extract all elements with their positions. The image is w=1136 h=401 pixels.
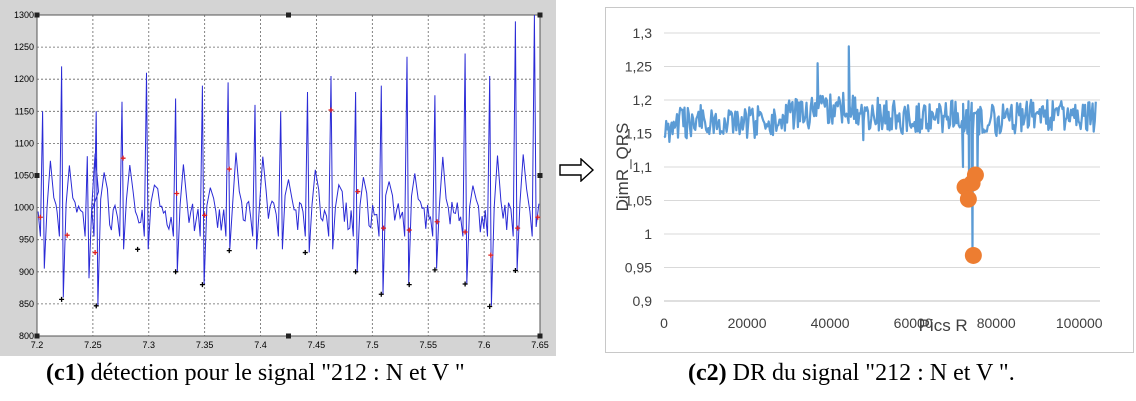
c2-x-tick-label: 40000 — [811, 315, 850, 331]
c1-y-tick-label: 1200 — [14, 74, 34, 84]
c2-y-tick-label: 1,25 — [625, 59, 652, 75]
c1-trough-marker — [487, 303, 493, 309]
c1-peak-marker — [488, 252, 494, 258]
c2-y-tick-label: 0,95 — [625, 260, 652, 276]
c1-peak-marker — [37, 214, 43, 220]
c2-y-tick-label: 1 — [644, 226, 652, 242]
c1-frame-handle — [34, 333, 40, 339]
c2-y-tick-label: 1,05 — [625, 193, 652, 209]
c1-peak-marker — [406, 227, 412, 233]
c1-frame-handle — [537, 12, 543, 18]
c1-y-tick-label: 1250 — [14, 42, 34, 52]
c1-y-tick-label: 850 — [19, 299, 34, 309]
c1-peak-marker — [515, 225, 521, 231]
c2-x-tick-label: 0 — [660, 315, 668, 331]
c1-peak-marker — [381, 225, 387, 231]
c1-y-tick-label: 900 — [19, 267, 34, 277]
c1-trough-marker — [93, 303, 99, 309]
c2-x-tick-label: 100000 — [1056, 315, 1103, 331]
c1-x-tick-label: 7.5 — [366, 340, 379, 350]
c1-trough-marker — [512, 268, 518, 274]
c1-peak-marker — [64, 232, 70, 238]
c1-peak-marker — [355, 189, 361, 195]
c1-trough-marker — [406, 282, 412, 288]
c1-y-tick-label: 1300 — [14, 10, 34, 20]
c1-y-tick-label: 1100 — [15, 138, 34, 148]
c1-x-tick-label: 7.2 — [31, 340, 44, 350]
c1-y-tick-label: 800 — [19, 331, 34, 341]
c1-y-tick-label: 1000 — [14, 203, 34, 213]
c1-x-tick-label: 7.3 — [143, 340, 156, 350]
c1-x-tick-label: 7.6 — [478, 340, 491, 350]
c1-frame-handle — [34, 173, 40, 178]
c1-peak-marker — [535, 214, 541, 220]
c2-y-tick-label: 1,15 — [625, 126, 652, 142]
c1-trough-marker — [432, 267, 438, 273]
c1-trough-marker — [378, 291, 384, 297]
c1-y-tick-label: 950 — [19, 235, 34, 245]
c1-x-tick-label: 7.65 — [531, 340, 549, 350]
caption-c2-text: DR du signal "212 : N et V ". — [726, 360, 1015, 386]
c2-x-tick-label: 20000 — [728, 315, 767, 331]
c2-series-line — [663, 45, 1097, 256]
c1-trough-marker — [462, 281, 468, 287]
c2-y-tick-label: 1,2 — [633, 92, 653, 108]
c2-x-axis-title: Pics R — [919, 316, 968, 335]
c1-frame-handle — [537, 173, 543, 178]
chart-c2-panel: 0,9 0,95 1 1,05 1,1 1,15 1,2 1,25 1,3 0 20000 40000… — [605, 7, 1134, 353]
c2-y-tick-label: 0,9 — [633, 293, 653, 309]
c1-trough-marker — [59, 296, 65, 302]
c1-peak-marker — [120, 155, 126, 161]
c1-trough-marker — [199, 282, 205, 288]
c2-x-tick-label: 80000 — [977, 315, 1016, 331]
c1-frame-handle — [286, 12, 291, 18]
c1-trough-marker — [353, 269, 359, 275]
c1-x-tick-label: 7.4 — [254, 340, 267, 350]
c1-trough-marker — [302, 250, 308, 256]
right-arrow-icon — [559, 158, 595, 182]
chart-c1: 7.2 7.25 7.3 7.35 7.4 7.45 7.5 7.55 7.6 7.65 800 85… — [14, 10, 549, 350]
c1-x-tick-label: 7.35 — [196, 340, 214, 350]
c1-frame-handle — [34, 12, 40, 18]
c1-trough-marker — [226, 248, 232, 254]
c1-peak-marker — [92, 250, 98, 256]
c1-peak-marker — [226, 166, 232, 172]
c1-peak-marker — [434, 219, 440, 225]
c1-trough-marker — [173, 269, 179, 275]
c1-y-tick-label: 1050 — [14, 171, 34, 181]
c1-x-tick-label: 7.45 — [308, 340, 326, 350]
c2-y-axis-title: DimR_QRS — [613, 123, 632, 212]
chart-c2: 0,9 0,95 1 1,05 1,1 1,15 1,2 1,25 1,3 0 20000 40000… — [613, 25, 1103, 335]
c1-peak-marker — [202, 212, 208, 218]
caption-c1-label: (c1) — [46, 360, 85, 386]
c2-data-point — [959, 190, 977, 208]
c1-y-tick-label: 1150 — [15, 106, 34, 116]
c1-frame-handle — [286, 333, 291, 339]
c1-frame-handle — [537, 333, 543, 339]
chart-c1-panel: 7.2 7.25 7.3 7.35 7.4 7.45 7.5 7.55 7.6 7.65 800 85… — [0, 0, 556, 356]
c2-data-point — [966, 166, 984, 184]
caption-c1-text: détection pour le signal "212 : N et V " — [84, 360, 465, 386]
c1-peak-marker — [328, 107, 334, 113]
c1-trough-marker — [135, 246, 141, 252]
c1-signal-line — [37, 14, 540, 306]
caption-c1: (c1) détection pour le signal "212 : N e… — [46, 360, 465, 387]
c2-x-tick-label: 60000 — [894, 315, 933, 331]
c1-x-tick-label: 7.55 — [419, 340, 437, 350]
c1-x-tick-label: 7.25 — [84, 340, 102, 350]
c2-y-tick-label: 1,3 — [633, 25, 653, 41]
c1-peak-marker — [174, 190, 180, 196]
c1-peak-marker — [462, 229, 468, 235]
c2-data-point — [964, 246, 982, 264]
caption-c2-label: (c2) — [688, 360, 727, 386]
c2-y-tick-label: 1,1 — [633, 159, 653, 175]
caption-c2: (c2) DR du signal "212 : N et V ". — [688, 360, 1015, 387]
